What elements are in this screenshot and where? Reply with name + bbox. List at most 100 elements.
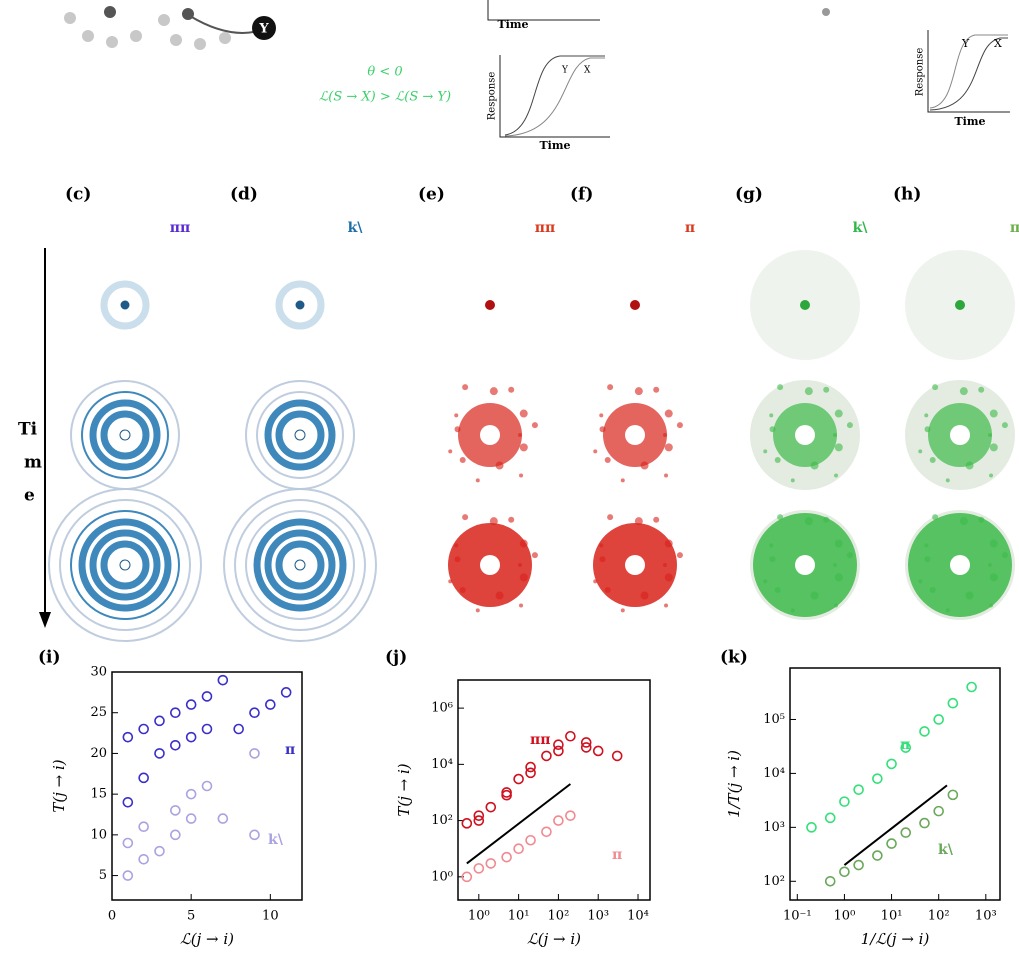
speck <box>804 387 813 396</box>
speck <box>846 552 853 559</box>
speck <box>790 478 795 483</box>
point <box>565 730 576 742</box>
speck <box>508 516 515 523</box>
point <box>138 853 149 865</box>
point <box>122 731 134 743</box>
x-tick-label: 10⁻¹ <box>783 909 812 924</box>
ring <box>89 529 161 601</box>
point <box>611 750 623 762</box>
point <box>580 737 592 748</box>
seed <box>800 300 810 310</box>
point <box>553 815 564 826</box>
series-label: π <box>612 847 622 863</box>
x-axis-label: 1/ℒ(j → i) <box>861 930 930 948</box>
panel-label: (h) <box>893 185 921 205</box>
speck <box>634 387 643 396</box>
speck <box>459 456 466 463</box>
speck <box>804 517 813 526</box>
speck <box>929 586 936 593</box>
curve-label: Y <box>561 66 569 76</box>
speck <box>454 426 461 433</box>
speck <box>918 449 923 454</box>
speck <box>769 426 776 433</box>
point <box>122 837 134 849</box>
speck <box>593 449 598 454</box>
speck <box>599 556 606 563</box>
inset-x-label: Time <box>954 115 985 128</box>
seed <box>120 300 130 310</box>
speck <box>989 573 998 582</box>
panel-label: (g) <box>735 185 763 205</box>
point <box>947 697 959 709</box>
point <box>933 714 944 725</box>
ring <box>275 280 325 330</box>
point <box>886 838 897 849</box>
panel-label: (e) <box>418 185 445 205</box>
point <box>853 784 864 795</box>
inset-y-label: Response <box>487 72 498 121</box>
ring <box>264 529 336 601</box>
speck <box>965 461 974 470</box>
x-axis-label: ℒ(j → i) <box>527 930 581 948</box>
speck <box>519 573 528 582</box>
speck <box>924 413 929 418</box>
point <box>541 750 552 762</box>
speck <box>833 563 837 567</box>
x-tick-label: 10⁴ <box>627 909 649 924</box>
core <box>625 425 645 445</box>
speck <box>620 608 625 613</box>
speck <box>448 579 453 584</box>
speck <box>790 608 795 613</box>
ring <box>100 410 150 460</box>
point <box>900 827 912 838</box>
speck <box>518 433 522 437</box>
panel-glyph: π <box>1010 220 1019 236</box>
ring <box>78 518 172 612</box>
panel-label: (i) <box>38 648 61 668</box>
speck <box>945 478 950 483</box>
y-tick-label: 25 <box>90 705 107 720</box>
speck <box>978 386 985 393</box>
condition: θ < 0 <box>367 65 402 80</box>
x-tick-label: 10³ <box>587 909 609 924</box>
inset <box>487 0 1010 138</box>
speck <box>634 517 643 526</box>
core <box>950 425 970 445</box>
speck <box>676 422 683 429</box>
point <box>170 739 181 751</box>
curve-label: X <box>994 37 1002 50</box>
y-axis-label: T(j → i) <box>395 763 413 816</box>
point <box>525 767 536 779</box>
speck <box>664 573 673 582</box>
speck <box>769 413 774 418</box>
point <box>966 681 977 693</box>
speck <box>989 539 998 548</box>
speck <box>846 422 853 429</box>
speck <box>640 461 649 470</box>
y-tick-label: 30 <box>90 665 107 680</box>
speck <box>924 426 931 433</box>
speck <box>989 409 998 418</box>
speck <box>653 386 660 393</box>
panel-label: (j) <box>385 648 407 668</box>
time-label: e <box>24 486 35 506</box>
ring <box>234 499 366 631</box>
point <box>919 817 930 829</box>
point <box>473 863 485 874</box>
curve-label: Y <box>961 37 970 50</box>
speck <box>454 413 459 418</box>
point <box>201 691 213 702</box>
y-tick-label: 20 <box>90 746 107 761</box>
x-tick-label: 0 <box>108 909 116 924</box>
ring <box>264 399 336 471</box>
panel-label: (k) <box>720 648 748 668</box>
panel-glyph: ππ <box>535 220 556 236</box>
point <box>553 739 564 751</box>
point <box>485 801 497 813</box>
series-label: k\ <box>268 832 284 848</box>
point <box>919 726 930 737</box>
speck <box>454 543 459 548</box>
x-tick-label: 10⁰ <box>468 909 490 924</box>
y-axis-label: T(j → i) <box>50 759 68 812</box>
